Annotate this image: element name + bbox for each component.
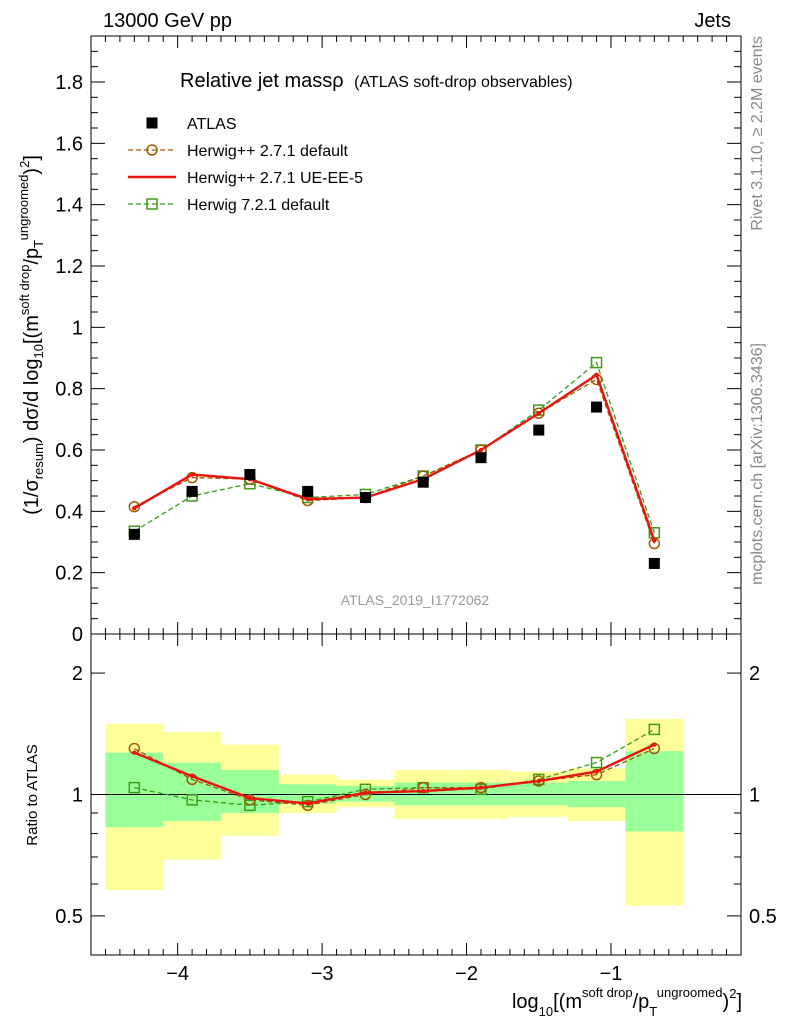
ratio-point-herwig_default <box>301 799 314 812</box>
main-point-atlas <box>359 492 371 504</box>
ratio-ytick-label: 2 <box>72 663 83 685</box>
main-point-atlas <box>417 476 429 488</box>
main-ytick-label: 1.2 <box>55 256 83 278</box>
main-point-herwig_ue <box>189 472 195 477</box>
ratio-point-herwig_ue <box>652 742 657 747</box>
ratio-point-herwig_ue <box>247 795 253 801</box>
ratio-series-herwig_ue <box>132 742 657 806</box>
legend-item-herwig7: Herwig 7.2.1 default <box>128 197 330 214</box>
main-series-atlas <box>128 401 660 569</box>
legend-label: ATLAS <box>187 116 237 133</box>
main-series-herwig_default <box>128 373 661 550</box>
legend-label: Herwig++ 2.7.1 default <box>187 143 349 160</box>
main-point-atlas <box>186 485 198 497</box>
uncertainty-band-inner <box>625 751 684 832</box>
main-line-herwig_default <box>134 378 655 544</box>
xlabel: log10[(msoft drop/pTungroomed)2] <box>512 985 742 1019</box>
main-line-herwig_ue <box>133 373 656 541</box>
ratio-panel: 0.5 0.5 1 1 2 2 −4 −3 −2 −1 Ratio to ATLAS log10… <box>24 633 777 1019</box>
uncertainty-band-inner <box>509 782 568 806</box>
main-series-herwig_ue <box>132 372 657 543</box>
ratio-point-herwig_ue <box>594 769 599 774</box>
ratio-point-herwig_ue <box>478 785 484 790</box>
main-ytick-label: 1 <box>72 317 83 339</box>
header-right: Jets <box>694 10 731 32</box>
legend-label: Herwig++ 2.7.1 UE-EE-5 <box>187 170 363 187</box>
legend-marker <box>146 144 158 156</box>
ratio-ytick-label-right: 0.5 <box>749 906 777 928</box>
ratio-ytick-label-right: 1 <box>749 785 760 807</box>
main-ylabel: (1/σresum) dσ/d log10[(msoft drop/pTungr… <box>16 155 46 515</box>
legend-marker <box>146 198 158 210</box>
legend-label: Herwig 7.2.1 default <box>187 197 330 214</box>
main-ytick-label: 0.4 <box>55 501 83 523</box>
mcplots-label: mcplots.cern.ch [arXiv:1306.3436] <box>749 343 766 585</box>
uncertainty-band-inner <box>163 762 221 821</box>
ratio-point-herwig7 <box>128 781 141 794</box>
main-point-atlas <box>302 485 314 497</box>
main-point-atlas <box>475 452 487 464</box>
main-point-herwig_default <box>533 407 545 419</box>
analysis-watermark: ATLAS_2019_I1772062 <box>341 592 490 608</box>
ratio-ytick-label-right: 2 <box>749 663 760 685</box>
xtick-label: −3 <box>311 963 334 985</box>
xtick-label: −4 <box>166 963 189 985</box>
main-ytick-label: 0.2 <box>55 563 83 585</box>
main-point-herwig7 <box>590 356 603 369</box>
main-ytick-label: 1.4 <box>55 195 83 217</box>
main-point-atlas <box>648 557 660 569</box>
chart-title-sub: (ATLAS soft-drop observables) <box>354 74 572 91</box>
main-line-herwig7 <box>133 361 655 534</box>
ratio-line-herwig7 <box>134 728 655 806</box>
main-ytick-label: 1.6 <box>55 133 83 155</box>
ratio-point-herwig7 <box>648 723 661 736</box>
main-ytick-label: 0.8 <box>55 379 83 401</box>
ratio-ytick-label: 1 <box>72 785 83 807</box>
main-point-atlas <box>591 401 603 413</box>
ratio-point-herwig_ue <box>363 790 368 795</box>
main-point-atlas <box>128 528 140 540</box>
rivet-label: Rivet 3.1.10, ≥ 2.2M events <box>749 36 766 231</box>
main-point-herwig_ue <box>594 372 599 378</box>
uncertainty-band-inner <box>278 784 337 804</box>
ratio-point-herwig_ue <box>132 750 137 755</box>
main-point-atlas <box>533 424 545 436</box>
legend: ATLAS Herwig++ 2.7.1 default Herwig++ 2.7.… <box>128 116 363 214</box>
chart-title-main: Relative jet massρ <box>180 70 344 92</box>
main-point-herwig_ue <box>536 411 541 416</box>
legend-item-atlas: ATLAS <box>146 116 237 133</box>
main-point-herwig_ue <box>132 506 137 511</box>
ratio-point-herwig7 <box>186 794 198 806</box>
ratio-point-herwig_default <box>244 794 256 806</box>
main-point-herwig_ue <box>305 496 310 502</box>
main-point-atlas <box>244 469 256 481</box>
header-left: 13000 GeV pp <box>103 10 232 32</box>
ratio-point-herwig_ue <box>189 774 195 779</box>
ratio-point-herwig7 <box>244 799 256 812</box>
chart-title: Relative jet massρ (ATLAS soft-drop obse… <box>180 70 573 92</box>
main-ytick-label: 0.6 <box>55 440 83 462</box>
legend-item-herwig_ue: Herwig++ 2.7.1 UE-EE-5 <box>128 170 363 187</box>
legend-marker <box>146 117 158 129</box>
uncertainty-band-inner <box>105 752 164 828</box>
ratio-point-herwig7 <box>590 756 603 769</box>
ratio-point-herwig_ue <box>421 788 426 794</box>
main-ytick-label: 1.8 <box>55 72 83 94</box>
ratio-point-herwig_ue <box>305 801 310 806</box>
main-ytick-label: 0 <box>72 624 83 646</box>
ratio-point-herwig_ue <box>536 778 541 784</box>
ratio-ylabel: Ratio to ATLAS <box>24 744 41 845</box>
legend-item-herwig_default: Herwig++ 2.7.1 default <box>128 143 349 160</box>
main-panel: 0 0.2 0.4 0.6 0.8 1 1.2 1.4 1.6 1.8 Relative jet … <box>16 35 742 646</box>
xtick-label: −2 <box>455 963 478 985</box>
main-point-herwig_ue <box>652 538 657 543</box>
ratio-line-herwig_ue <box>133 743 655 805</box>
xtick-label: −1 <box>600 963 623 985</box>
ratio-ytick-label: 0.5 <box>55 906 83 928</box>
uncertainty-band-inner <box>394 782 453 806</box>
main-point-herwig_ue <box>478 447 484 453</box>
